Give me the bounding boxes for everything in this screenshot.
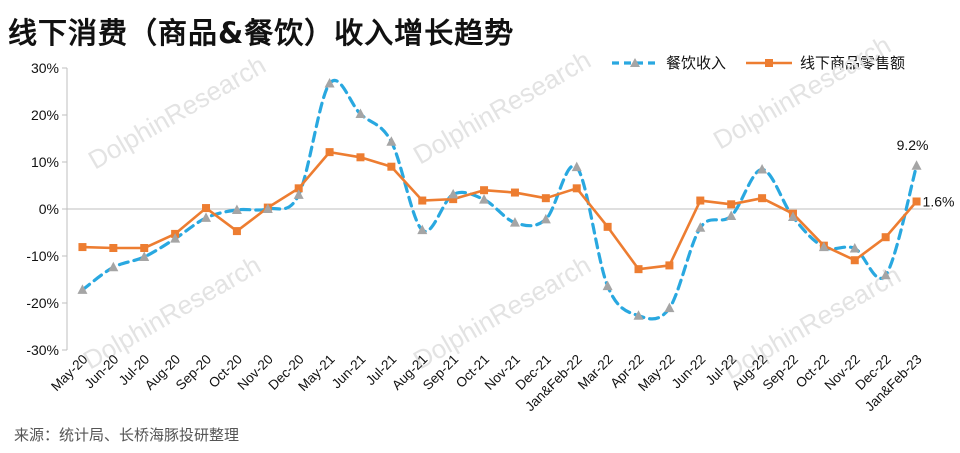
x-tick-label: Sep-20 bbox=[173, 352, 214, 393]
y-tick-label: -30% bbox=[26, 342, 59, 358]
y-tick-label: 10% bbox=[31, 154, 59, 170]
retail-point bbox=[78, 243, 87, 252]
retail-point bbox=[510, 188, 519, 197]
legend-marker-retail bbox=[746, 58, 793, 67]
restaurant-point bbox=[664, 302, 675, 313]
retail-point bbox=[881, 233, 890, 242]
restaurant-point bbox=[170, 233, 181, 243]
restaurant-point bbox=[324, 78, 335, 88]
restaurant-point bbox=[77, 284, 88, 294]
legend-item-retail: 线下商品零售额 bbox=[744, 52, 905, 73]
retail-point bbox=[202, 204, 211, 213]
restaurant-point bbox=[201, 212, 212, 222]
retail-point bbox=[325, 148, 334, 157]
retail-point bbox=[356, 153, 365, 162]
series-line-retail bbox=[82, 150, 918, 271]
restaurant-point bbox=[726, 210, 737, 221]
restaurant-point bbox=[880, 269, 891, 280]
retail-point bbox=[850, 256, 859, 265]
restaurant-point bbox=[108, 261, 119, 272]
restaurant-point bbox=[911, 160, 922, 170]
retail-point bbox=[758, 194, 767, 203]
y-tick-label: -20% bbox=[26, 295, 59, 311]
retail-point bbox=[912, 197, 921, 206]
legend-label-retail: 线下商品零售额 bbox=[800, 54, 906, 72]
retail-point bbox=[665, 261, 674, 270]
retail-point bbox=[109, 244, 118, 253]
retail-point bbox=[727, 200, 736, 209]
source-note: 来源：统计局、长桥海豚投研整理 bbox=[14, 426, 240, 444]
restaurant-point bbox=[479, 194, 490, 204]
retail-point bbox=[541, 194, 550, 203]
restaurant-point bbox=[417, 224, 428, 235]
restaurant-point bbox=[602, 280, 613, 291]
x-tick-label: Jun-21 bbox=[329, 352, 369, 392]
x-tick-label: Mar-22 bbox=[575, 352, 616, 393]
retail-point bbox=[634, 265, 643, 274]
retail-point bbox=[418, 196, 427, 205]
restaurant-point bbox=[757, 164, 768, 174]
restaurant-point bbox=[386, 136, 397, 146]
restaurant-point bbox=[139, 251, 150, 261]
restaurant-point bbox=[293, 189, 304, 199]
retail-point bbox=[294, 184, 303, 193]
data-label-restaurant: 9.2% bbox=[897, 137, 929, 153]
x-tick-label: Jun-22 bbox=[669, 352, 709, 392]
watermark-4: DolphinResearch bbox=[408, 249, 596, 375]
retail-point bbox=[387, 162, 396, 171]
retail-point bbox=[480, 186, 489, 195]
restaurant-point bbox=[509, 217, 520, 227]
restaurant-point bbox=[633, 310, 644, 320]
restaurant-point bbox=[540, 213, 551, 224]
restaurant-point bbox=[695, 222, 706, 232]
restaurant-point bbox=[787, 211, 798, 221]
restaurant-point bbox=[262, 203, 273, 213]
restaurant-point bbox=[231, 204, 242, 214]
y-tick-label: 0% bbox=[39, 201, 59, 217]
watermark-2: DolphinResearch bbox=[708, 29, 896, 155]
y-tick-label: 20% bbox=[31, 107, 59, 123]
retail-point bbox=[232, 227, 241, 236]
retail-point bbox=[603, 222, 612, 231]
restaurant-point bbox=[818, 241, 829, 252]
retail-point bbox=[140, 244, 149, 253]
watermark-1: DolphinResearch bbox=[408, 44, 596, 170]
retail-point bbox=[449, 195, 458, 204]
chart-legend: 餐饮收入 线下商品零售额 bbox=[610, 52, 923, 73]
legend-item-restaurant: 餐饮收入 bbox=[610, 52, 726, 73]
restaurant-point bbox=[355, 108, 366, 119]
chart-title: 线下消费（商品&餐饮）收入增长趋势 bbox=[8, 16, 515, 50]
watermark-0: DolphinResearch bbox=[83, 49, 271, 175]
retail-point bbox=[572, 184, 581, 193]
legend-marker-restaurant bbox=[612, 57, 658, 67]
legend-label-restaurant: 餐饮收入 bbox=[666, 54, 727, 72]
retail-point bbox=[696, 196, 705, 205]
restaurant-point bbox=[571, 161, 582, 172]
y-tick-label: 30% bbox=[31, 60, 59, 76]
series-line-restaurant bbox=[80, 79, 919, 321]
y-tick-label: -10% bbox=[26, 248, 59, 264]
data-label-retail: 1.6% bbox=[923, 193, 955, 209]
restaurant-point bbox=[849, 242, 860, 253]
restaurant-point bbox=[448, 188, 459, 199]
